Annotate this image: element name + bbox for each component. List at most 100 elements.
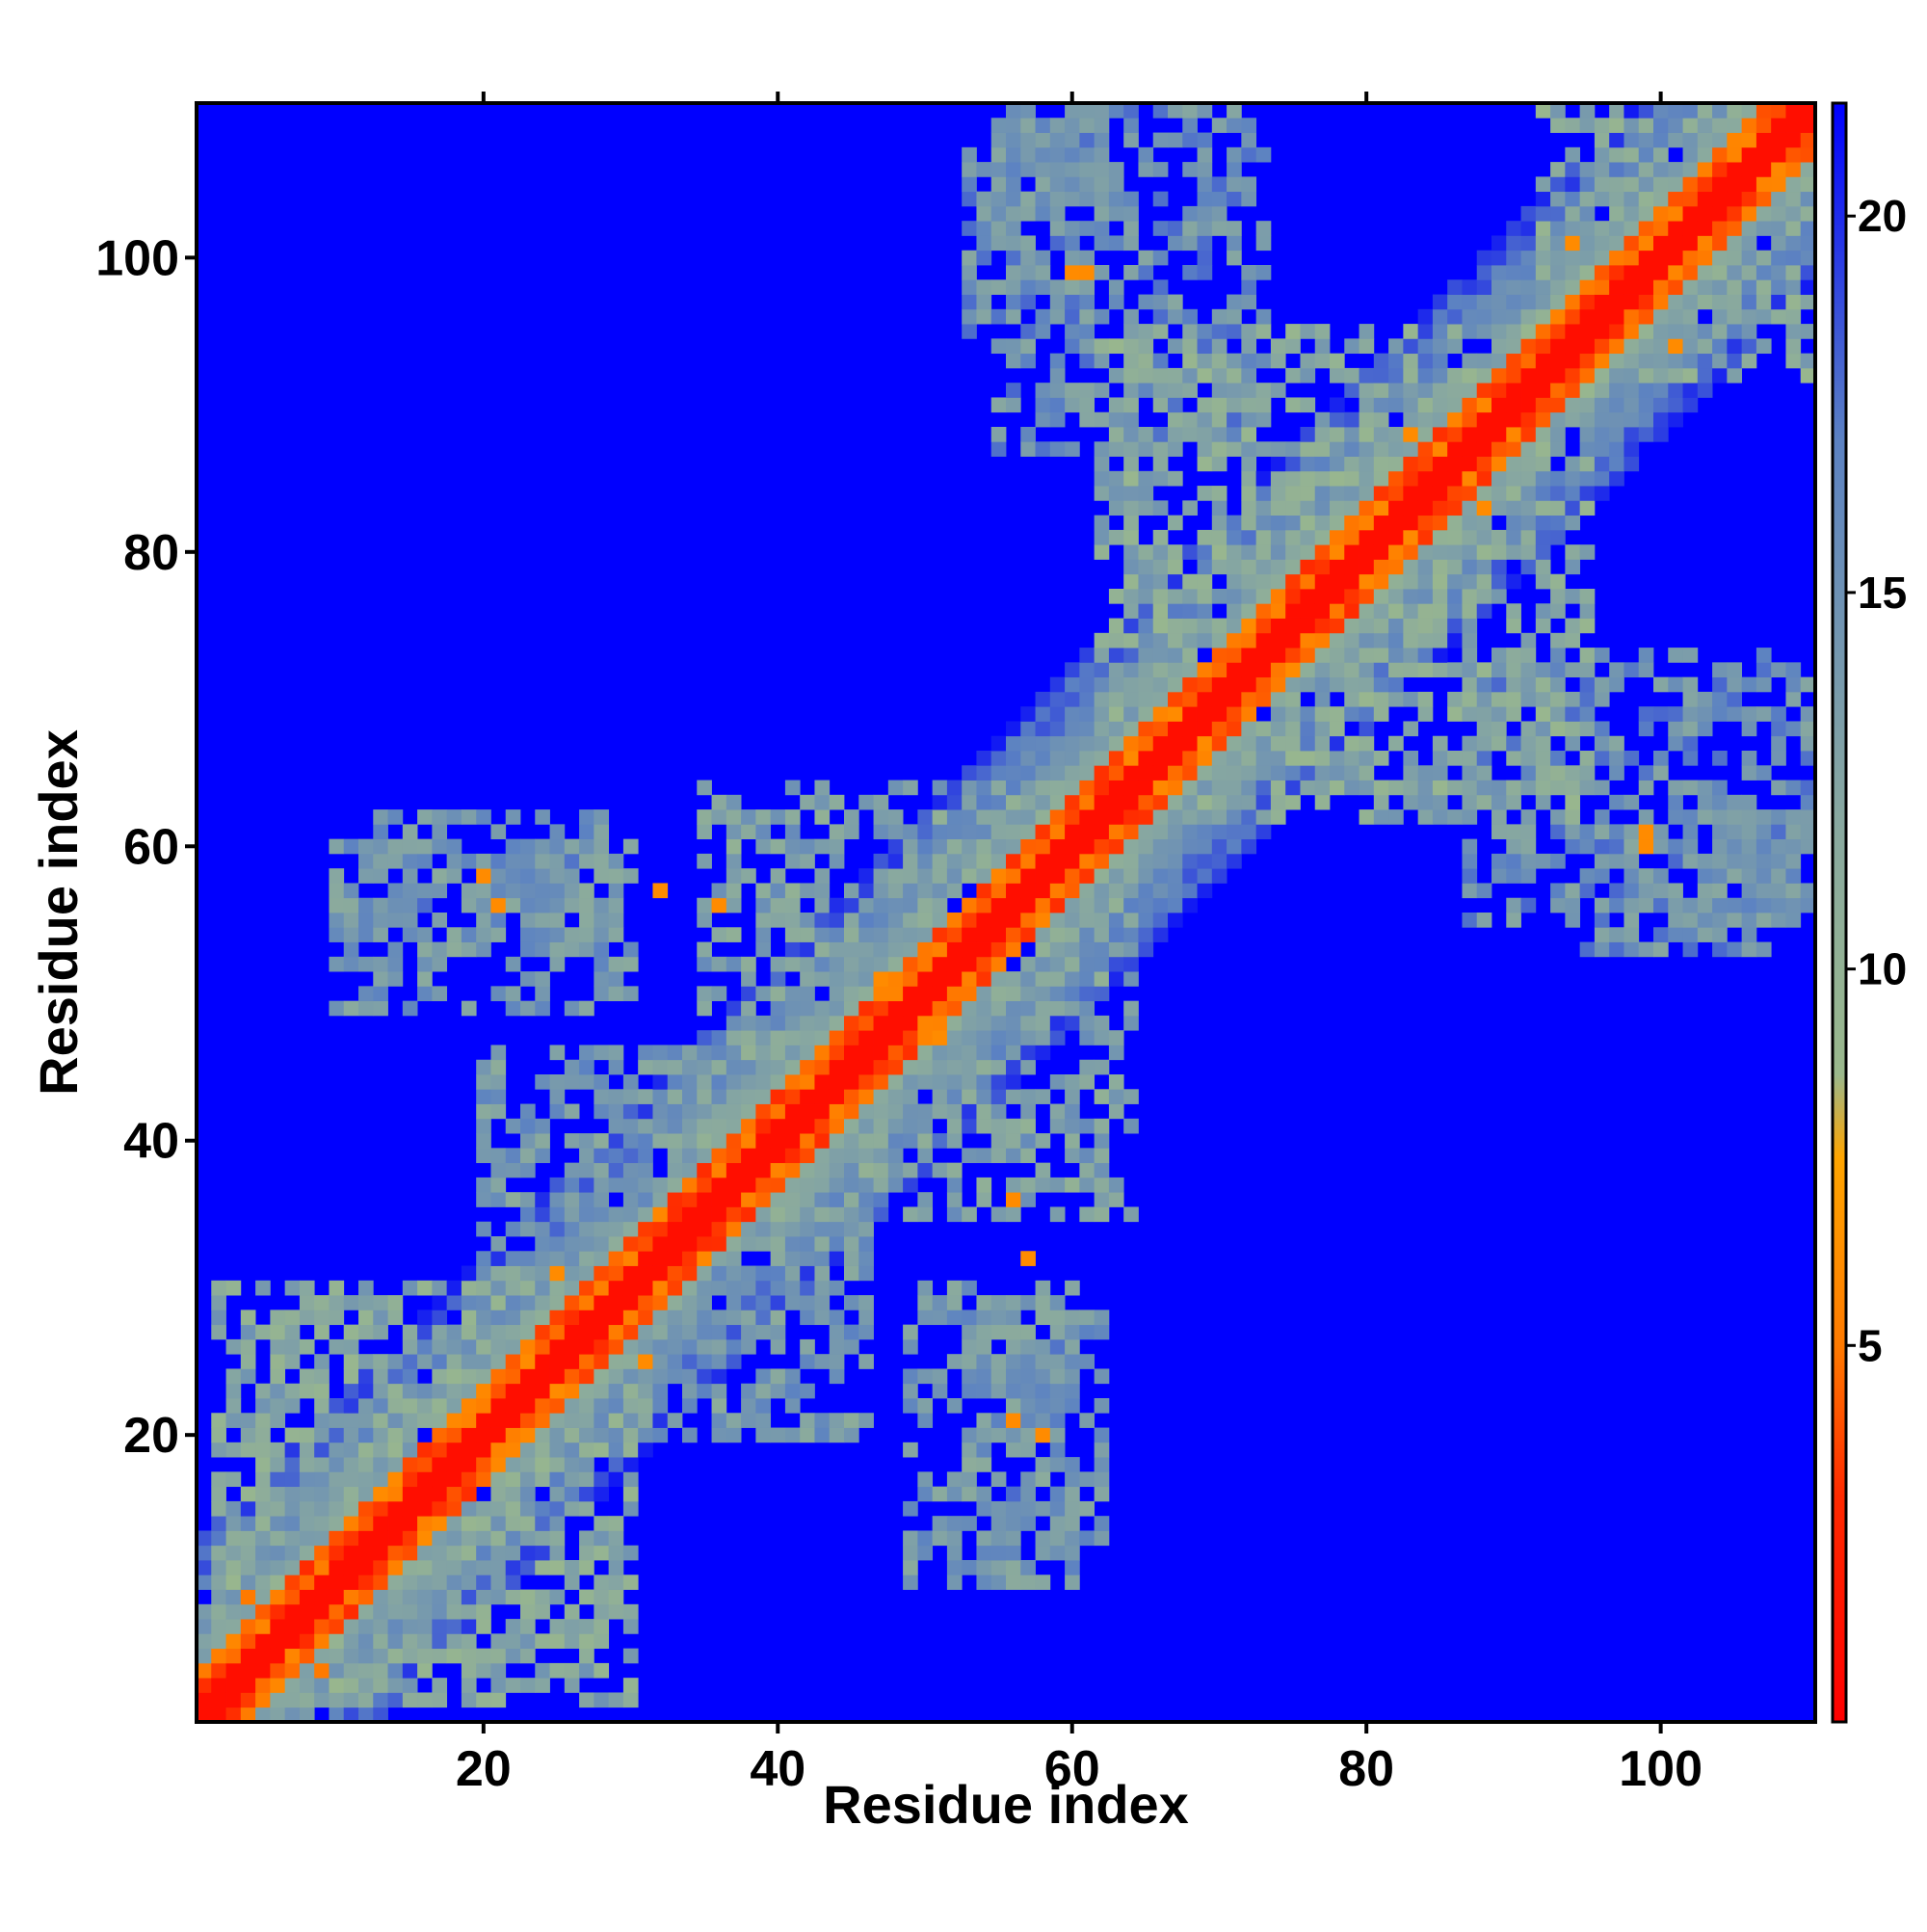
heatmap-cell [887,1118,904,1134]
heatmap-cell [770,1324,786,1340]
heatmap-cell [1755,221,1772,236]
heatmap-cell [770,838,786,855]
heatmap-cell [1065,1471,1080,1488]
heatmap-cell [314,1295,330,1310]
heatmap-cell [858,1324,874,1340]
heatmap-cell [1359,324,1375,339]
heatmap-cell [1035,780,1051,796]
heatmap-cell [726,1162,742,1178]
heatmap-cell [873,927,889,942]
heatmap-cell [1491,411,1507,428]
heatmap-cell [1094,1442,1110,1458]
heatmap-cell [579,1560,594,1575]
heatmap-cell [652,1206,669,1223]
heatmap-cell [1697,809,1713,825]
heatmap-cell [1373,706,1389,722]
heatmap-cell [1682,927,1699,942]
heatmap-cell [1373,353,1389,369]
heatmap-cell [1182,721,1198,737]
heatmap-cell [652,1338,669,1355]
heatmap-cell [1006,971,1021,987]
heatmap-cell [329,1619,345,1634]
heatmap-cell [1006,735,1021,752]
heatmap-cell [1565,883,1581,899]
heatmap-cell [225,1280,242,1296]
heatmap-cell [1373,603,1389,619]
heatmap-cell [1300,470,1316,487]
heatmap-cell [1565,191,1581,207]
heatmap-cell [697,1177,712,1193]
heatmap-cell [858,1074,874,1090]
heatmap-cell [490,1192,507,1207]
heatmap-cell [1623,824,1640,840]
heatmap-cell [638,1427,653,1443]
heatmap-cell [490,824,507,840]
heatmap-cell [1035,1030,1051,1045]
heatmap-cell [1359,780,1375,796]
heatmap-cell [1800,250,1816,266]
heatmap-cell [638,1310,653,1326]
heatmap-cell [1506,324,1521,339]
heatmap-cell [829,971,845,987]
heatmap-cell [1771,235,1786,251]
heatmap-cell [903,1398,918,1414]
heatmap-cell [800,1000,815,1017]
heatmap-cell [520,897,536,913]
heatmap-cell [903,897,918,913]
heatmap-cell [1535,235,1551,251]
heatmap-cell [1712,780,1728,796]
heatmap-cell [1579,308,1596,325]
heatmap-cell [990,824,1007,840]
heatmap-cell [579,1354,594,1369]
heatmap-cell [432,868,448,884]
heatmap-cell [299,1560,315,1575]
heatmap-cell [1565,794,1581,810]
heatmap-cell [1491,559,1507,575]
heatmap-cell [1755,103,1772,119]
heatmap-cell [255,1589,271,1605]
heatmap-cell [800,1192,815,1207]
heatmap-cell [284,1516,301,1531]
heatmap-cell [1211,838,1227,855]
heatmap-cell [594,1074,610,1090]
heatmap-cell [873,883,889,899]
heatmap-cell [1344,573,1359,590]
heatmap-cell [1020,1148,1036,1164]
heatmap-cell [1682,176,1699,193]
heatmap-cell [697,1280,712,1296]
heatmap-cell [1800,883,1816,899]
heatmap-cell [329,1648,345,1664]
heatmap-cell [1520,367,1537,384]
heatmap-cell [1330,353,1345,369]
heatmap-cell [1020,824,1036,840]
heatmap-cell [1727,250,1743,266]
heatmap-cell [784,1427,801,1443]
heatmap-cell [1771,279,1786,295]
heatmap-cell [1682,265,1699,280]
heatmap-cell [682,1089,698,1104]
heatmap-cell [917,1045,934,1061]
heatmap-cell [858,1265,874,1282]
heatmap-cell [1373,691,1389,707]
heatmap-cell [990,971,1007,987]
heatmap-cell [1653,353,1669,369]
heatmap-cell [284,1545,301,1561]
heatmap-cell [784,941,801,958]
heatmap-cell [755,897,772,913]
heatmap-cell [1403,691,1419,707]
heatmap-cell [976,1413,992,1428]
heatmap-cell [1432,308,1448,325]
heatmap-cell [594,1619,610,1634]
heatmap-cell [505,1398,521,1414]
heatmap-cell [608,1383,624,1399]
heatmap-cell [976,986,992,1002]
heatmap-cell [726,1103,742,1120]
heatmap-cell [638,1442,653,1458]
heatmap-cell [1227,324,1242,339]
heatmap-cell [1065,956,1080,972]
heatmap-cell [682,1427,698,1443]
heatmap-cell [1094,1427,1110,1443]
heatmap-cell [358,1486,374,1502]
heatmap-cell [903,1015,918,1031]
heatmap-cell [1168,221,1183,236]
